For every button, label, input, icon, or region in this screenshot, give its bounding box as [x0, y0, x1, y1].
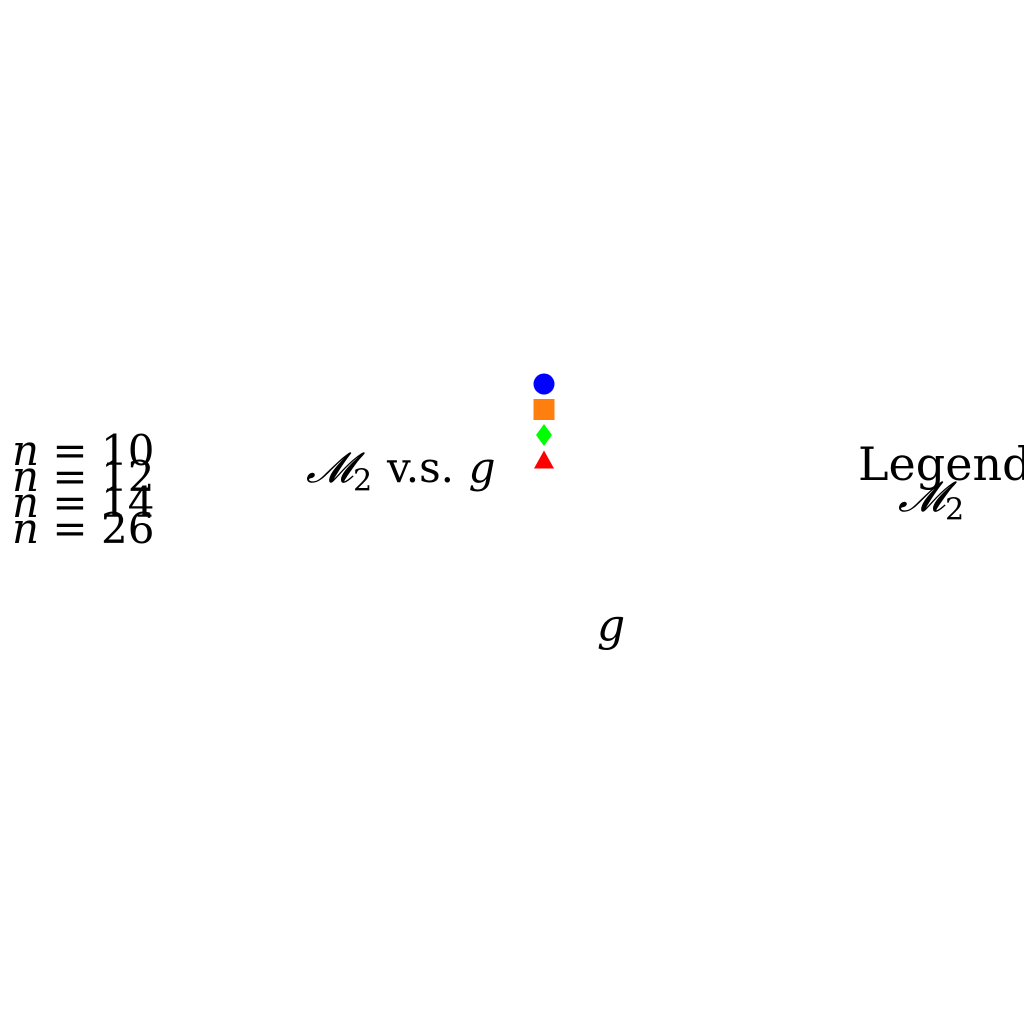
series-label-num: 14 — [100, 478, 155, 527]
chart-title: 𝓜2 v.s. g — [306, 447, 496, 497]
marker-circle-10 — [533, 373, 555, 395]
series-label-op: = — [52, 478, 88, 527]
series-label-op: = — [52, 452, 88, 501]
series-label-num: 12 — [100, 452, 155, 501]
series-label-num: 10 — [100, 426, 155, 475]
y-axis-label: 𝓜2 — [898, 476, 964, 526]
ylabel-subscript: 2 — [945, 492, 965, 528]
marker-square-12 — [533, 399, 555, 420]
series-label-n12: n = 12 — [12, 456, 154, 498]
title-connector: v.s. — [386, 443, 454, 492]
series-label-op: = — [52, 426, 88, 475]
series-label-var: n — [12, 504, 40, 553]
title-variable: g — [468, 443, 496, 492]
series-label-var: n — [12, 452, 40, 501]
legend-title: Legend — [858, 437, 1024, 491]
series-label-var: n — [12, 478, 40, 527]
title-symbol: 𝓜 — [306, 443, 354, 492]
series-label-num: 26 — [100, 504, 155, 553]
marker-diamond-14 — [536, 424, 552, 446]
marker-triangle-up-26 — [534, 450, 554, 469]
series-label-n14: n = 14 — [12, 482, 154, 524]
x-axis-label: g — [597, 600, 626, 651]
ylabel-symbol: 𝓜 — [898, 472, 946, 521]
series-label-n26: n = 26 — [12, 508, 154, 550]
series-label-op: = — [52, 504, 88, 553]
title-subscript: 2 — [353, 463, 373, 499]
series-label-n10: n = 10 — [12, 430, 154, 472]
series-label-var: n — [12, 426, 40, 475]
